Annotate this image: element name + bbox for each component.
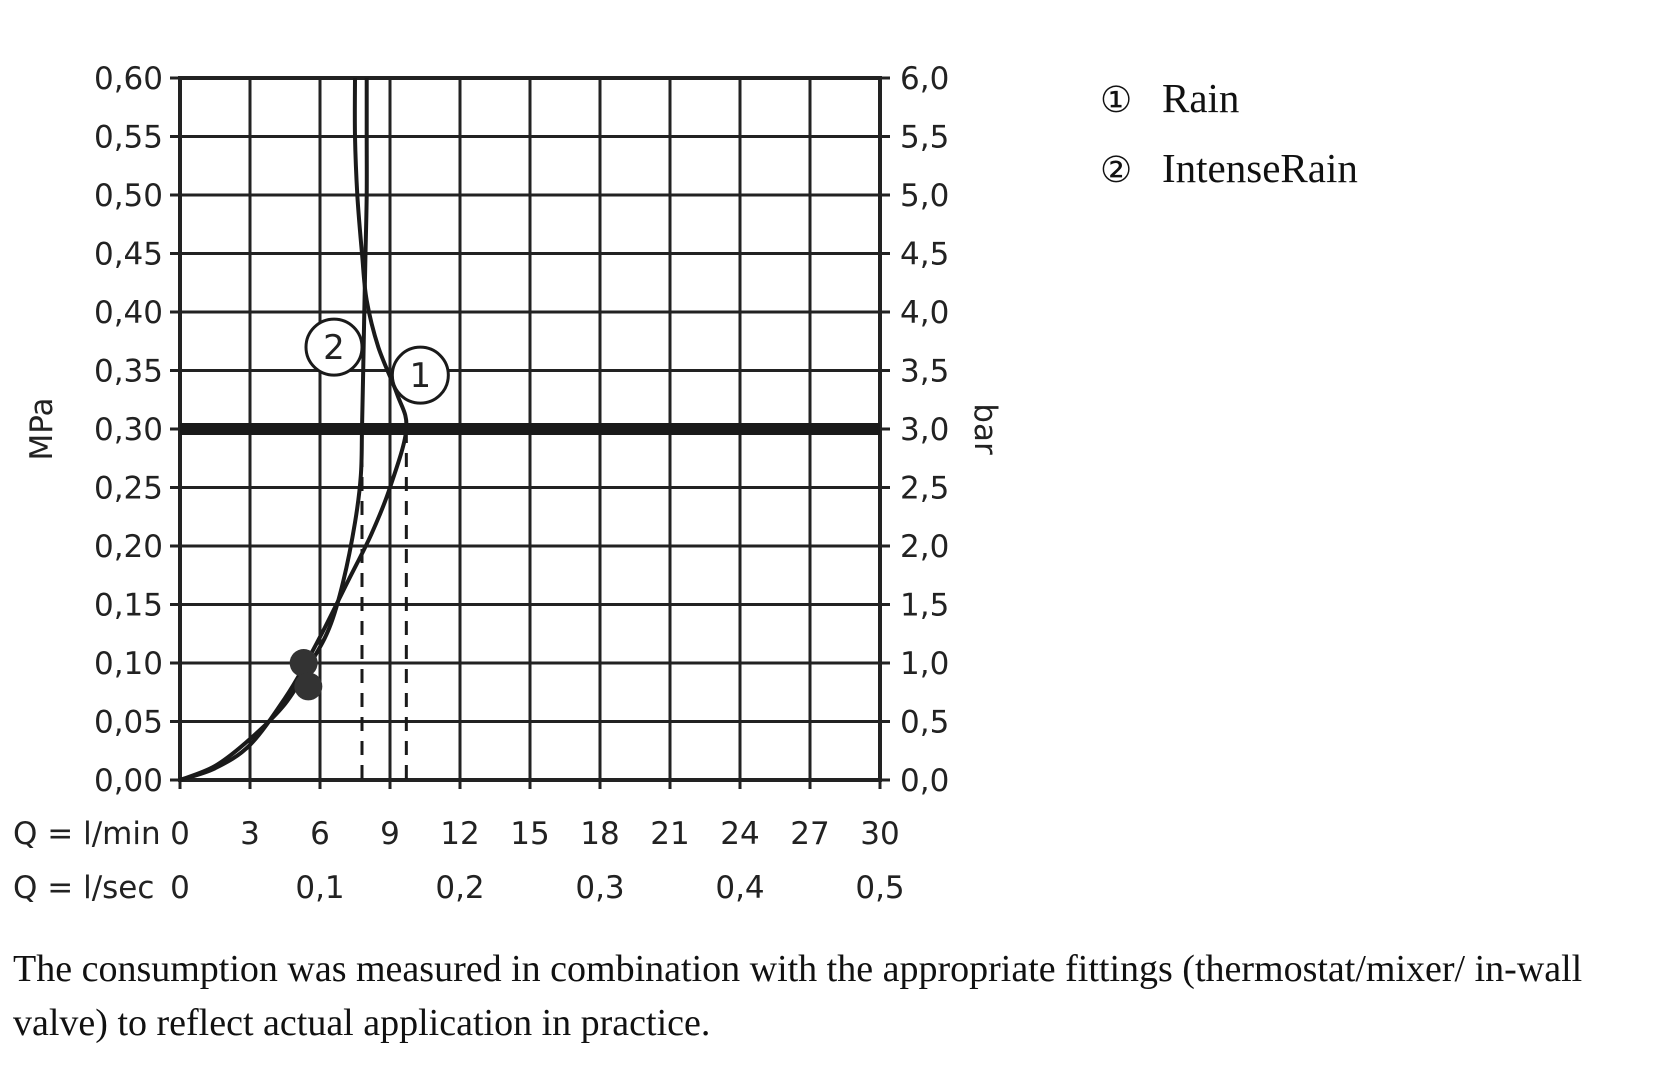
x2-tick-label-4: 0,4	[715, 870, 764, 906]
y-tick-label-left-0: 0,00	[94, 763, 163, 799]
legend-name-rain: Rain	[1162, 75, 1239, 121]
y-tick-label-left-1: 0,05	[94, 705, 163, 741]
x-tick-label-5: 15	[510, 816, 549, 852]
y-tick-label-right-2: 1,0	[900, 646, 949, 682]
series-layer: 12	[179, 77, 450, 782]
y-tick-label-left-5: 0,25	[94, 471, 163, 507]
y-axis-title-mpa: MPa	[24, 397, 60, 460]
x-axis-labels: 0 3 6 9 12 15 18 21 24 27 30 0 0,1 0,2 0,3 0,4 0,5	[170, 816, 905, 906]
operating-point-marker-0	[289, 649, 318, 677]
y-tick-label-right-7: 3,5	[900, 354, 949, 390]
y-tick-label-right-3: 1,5	[900, 588, 949, 624]
operating-point-marker-1	[294, 672, 323, 701]
y-tick-label-left-6: 0,30	[94, 412, 163, 448]
x2-tick-label-1: 0,1	[295, 870, 344, 906]
y-tick-label-right-9: 4,5	[900, 237, 949, 273]
y-tick-label-left-12: 0,60	[94, 61, 163, 97]
x-tick-label-0: 0	[170, 816, 190, 852]
series-rain-label-number: 1	[410, 356, 432, 396]
y-tick-label-right-1: 0,5	[900, 705, 949, 741]
y-tick-label-right-5: 2,5	[900, 471, 949, 507]
axis-titles: MPa bar Q = l/min Q = l/sec	[13, 397, 1003, 906]
y-tick-label-right-0: 0,0	[900, 763, 949, 799]
series-intenserain-label-circle	[304, 317, 364, 377]
x-tick-label-1: 3	[240, 816, 260, 852]
y-tick-label-left-2: 0,10	[94, 646, 163, 682]
series-intenserain-line	[179, 78, 369, 782]
y-axis-right-labels: 0,0 0,5 1,0 1,5 2,0 2,5 3,0 3,5 4,0 4,5 5,0 5,5 6,0	[900, 61, 949, 799]
y-tick-label-right-10: 5,0	[900, 178, 949, 214]
x-axis-title-lsec: Q = l/sec	[13, 870, 154, 906]
x-tick-label-10: 30	[860, 816, 899, 852]
x2-tick-label-5: 0,5	[855, 870, 904, 906]
x-axis-title-lmin: Q = l/min	[13, 816, 161, 852]
y-tick-label-right-11: 5,5	[900, 120, 949, 156]
x-tick-label-6: 18	[580, 816, 619, 852]
legend-symbol-1: ②	[1100, 150, 1132, 191]
legend-symbol-0: ①	[1100, 80, 1132, 121]
y-tick-label-right-4: 2,0	[900, 529, 949, 565]
x-tick-label-7: 21	[650, 816, 689, 852]
legend: ① Rain ② IntenseRain	[1100, 75, 1358, 191]
x-tick-label-3: 9	[380, 816, 400, 852]
y-tick-label-left-3: 0,15	[94, 588, 163, 624]
y-axis-left-labels: 0,00 0,05 0,10 0,15 0,20 0,25 0,30 0,35 0,40 0,45…	[94, 61, 163, 799]
y-tick-label-left-7: 0,35	[94, 354, 163, 390]
series-rain-label-circle	[390, 345, 450, 405]
series-intenserain-label-number: 2	[323, 328, 345, 368]
x-tick-label-4: 12	[440, 816, 479, 852]
x-tick-label-8: 24	[720, 816, 759, 852]
flow-pressure-chart: 12 0,000,050,100,150,200,250,300,350,400…	[13, 61, 1358, 906]
y-axis-title-bar: bar	[967, 403, 1003, 455]
x2-tick-label-0: 0	[170, 870, 190, 906]
y-tick-label-left-8: 0,40	[94, 295, 163, 331]
y-tick-label-right-12: 6,0	[900, 61, 949, 97]
y-tick-label-left-9: 0,45	[94, 237, 163, 273]
y-tick-label-right-8: 4,0	[900, 295, 949, 331]
x-tick-label-2: 6	[310, 816, 330, 852]
y-tick-label-left-4: 0,20	[94, 529, 163, 565]
y-tick-label-left-11: 0,55	[94, 120, 163, 156]
x-tick-label-9: 27	[790, 816, 829, 852]
legend-name-intenserain: IntenseRain	[1162, 145, 1358, 191]
measurement-note: The consumption was measured in combinat…	[13, 948, 1583, 1044]
y-tick-label-left-10: 0,50	[94, 178, 163, 214]
x2-tick-label-3: 0,3	[575, 870, 624, 906]
y-tick-label-right-6: 3,0	[900, 412, 949, 448]
x2-tick-label-2: 0,2	[435, 870, 484, 906]
